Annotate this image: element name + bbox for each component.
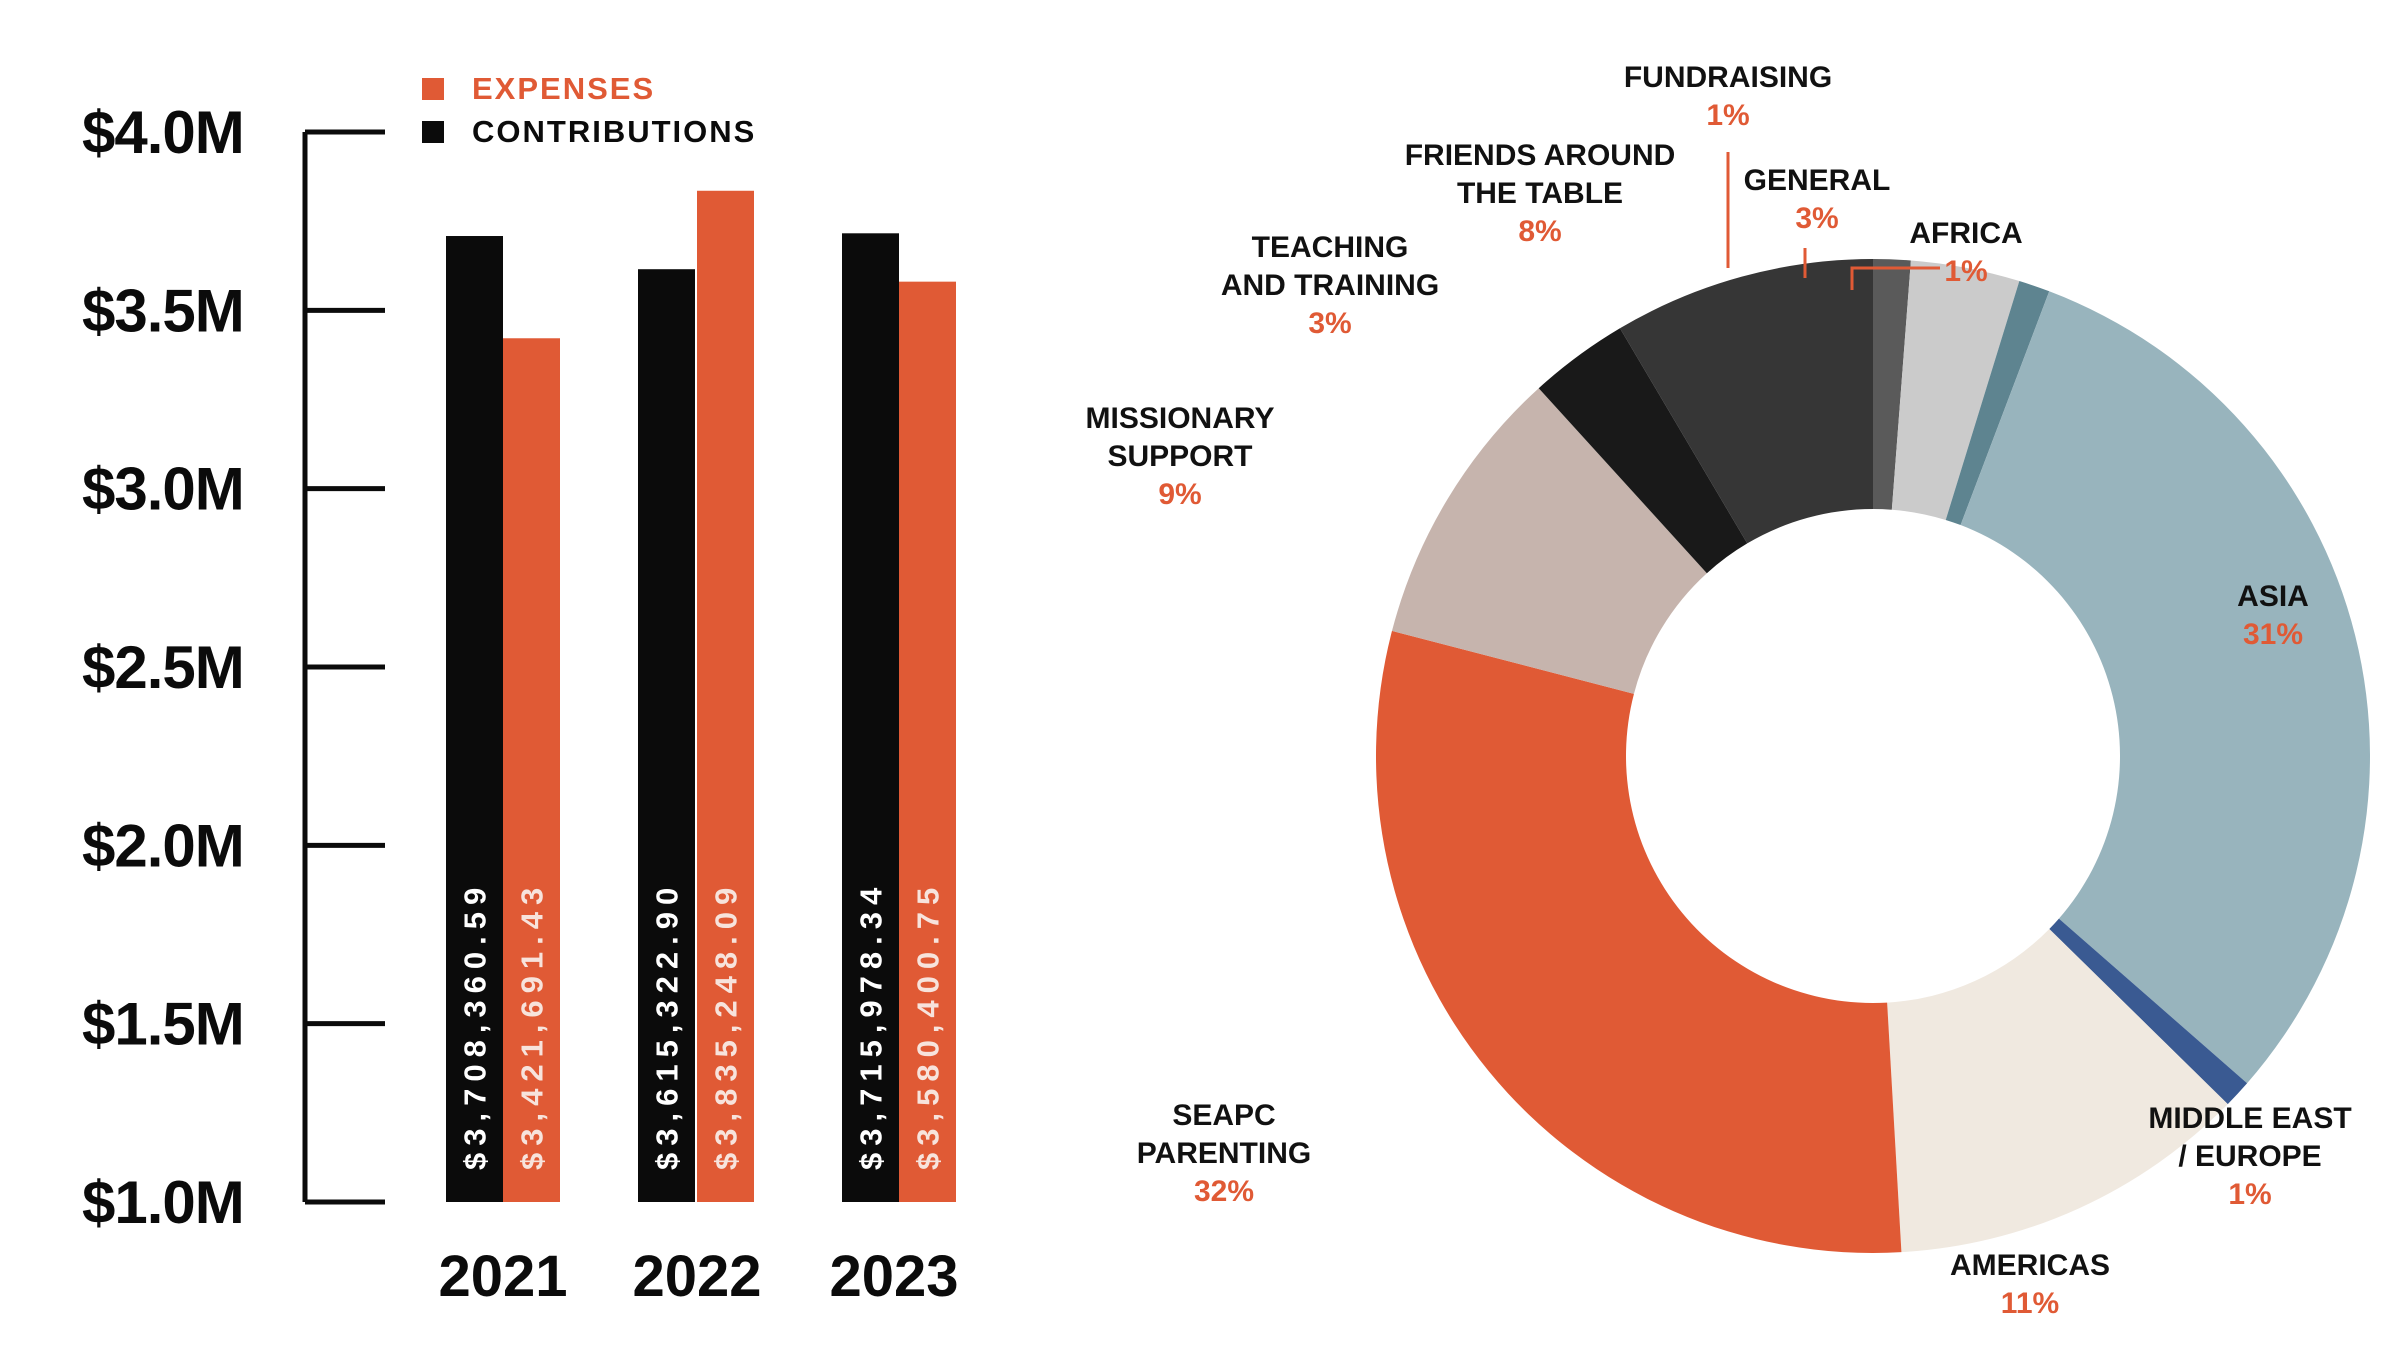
slice-percent-label: 3% <box>1795 202 1838 235</box>
legend-swatch <box>422 121 444 143</box>
slice-percent-label: 8% <box>1518 215 1561 248</box>
slice-name-label: MISSIONARY <box>1086 402 1275 435</box>
slice-name-label: GENERAL <box>1744 164 1891 197</box>
legend-label: CONTRIBUTIONS <box>472 114 756 149</box>
x-category-label: 2021 <box>438 1244 567 1309</box>
expense-bar-2021 <box>503 338 560 1202</box>
slice-percent-label: 11% <box>2001 1287 2059 1320</box>
slice-name-label: AFRICA <box>1909 217 2022 250</box>
leader-line <box>1850 266 1940 290</box>
contribution-bar-2023 <box>842 233 899 1203</box>
slice-americas <box>1887 928 2228 1253</box>
slice-name-label: PARENTING <box>1137 1137 1311 1170</box>
slice-name-label: THE TABLE <box>1457 177 1623 210</box>
slice-percent-label: 1% <box>2228 1178 2271 1211</box>
legend-swatch <box>422 78 444 100</box>
slice-africa <box>1945 281 2050 526</box>
expense-bar-2023 <box>899 281 956 1202</box>
bar-value-label: $3,421,691.43 <box>515 881 550 1170</box>
slice-name-label: FRIENDS AROUND <box>1405 139 1676 172</box>
bar-value-label: $3,835,248.09 <box>709 881 744 1170</box>
y-tick-label: $3.5M <box>82 277 244 344</box>
legend-label: EXPENSES <box>472 71 655 106</box>
slice-missionary-support <box>1391 388 1707 694</box>
x-category-label: 2023 <box>829 1244 958 1309</box>
slice-name-label: TEACHING <box>1252 231 1409 264</box>
slice-percent-label: 3% <box>1308 307 1351 340</box>
slice-general <box>1891 260 2020 520</box>
slice-fundraising <box>1873 259 1911 510</box>
slice-name-label: / EUROPE <box>2178 1140 2321 1173</box>
slice-percent-label: 9% <box>1158 478 1201 511</box>
slice-name-label: AND TRAINING <box>1221 269 1439 302</box>
slice-name-label: SEAPC <box>1172 1099 1275 1132</box>
x-category-label: 2022 <box>632 1244 761 1309</box>
slice-teaching-and-training <box>1538 328 1748 574</box>
y-tick-label: $4.0M <box>82 99 244 166</box>
slice-name-label: FUNDRAISING <box>1624 61 1832 94</box>
y-tick-label: $1.0M <box>82 1169 244 1236</box>
donut-chart: FUNDRAISING 1% GENERAL 3% AFRICA 1% ASIA 31% MID… <box>1086 61 2370 1320</box>
y-tick-label: $2.0M <box>82 812 244 879</box>
bar-value-label: $3,715,978.34 <box>854 881 889 1170</box>
y-tick-label: $1.5M <box>82 991 244 1058</box>
y-tick-label: $3.0M <box>82 456 244 523</box>
slice-percent-label: 32% <box>1194 1175 1254 1208</box>
bar-value-label: $3,708,360.59 <box>458 881 493 1170</box>
slice-name-label: ASIA <box>2237 580 2309 613</box>
slice-percent-label: 1% <box>1944 255 1987 288</box>
bar-value-label: $3,615,322.90 <box>650 881 685 1170</box>
slice-friends-around-the-table <box>1619 259 1873 544</box>
slice-name-label: MIDDLE EAST <box>2148 1102 2351 1135</box>
slice-percent-label: 1% <box>1706 99 1749 132</box>
bar-chart: $4.0M $3.5M $3.0M $2.5M $2.0M $1.5M $1.0M EXPEN… <box>82 71 959 1309</box>
slice-name-label: SUPPORT <box>1107 440 1252 473</box>
contribution-bar-2021 <box>446 236 503 1202</box>
contribution-bar-2022 <box>638 269 695 1202</box>
slice-percent-label: 31% <box>2243 618 2303 651</box>
expense-bar-2022 <box>697 190 754 1202</box>
slice-seapc-parenting <box>1376 630 1902 1253</box>
y-tick-label: $2.5M <box>82 634 244 701</box>
slice-name-label: AMERICAS <box>1950 1249 2110 1282</box>
bar-value-label: $3,580,400.75 <box>911 881 946 1170</box>
slice-asia <box>1960 291 2370 1084</box>
slice-middle-east-europe <box>2049 918 2248 1105</box>
